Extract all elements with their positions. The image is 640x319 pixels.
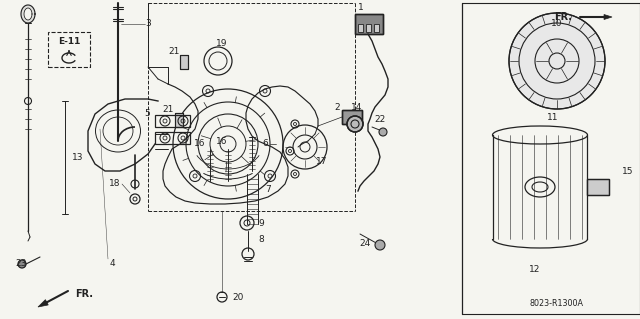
- Bar: [155, 132, 190, 144]
- Bar: [355, 14, 383, 34]
- Text: 9: 9: [258, 219, 264, 227]
- Text: 14: 14: [351, 102, 363, 112]
- Polygon shape: [604, 14, 612, 19]
- Bar: [48, 32, 90, 67]
- Bar: [587, 179, 609, 195]
- Text: 22: 22: [374, 115, 386, 123]
- Bar: [155, 115, 190, 127]
- Bar: [366, 24, 371, 32]
- Circle shape: [379, 128, 387, 136]
- Circle shape: [18, 260, 26, 268]
- Text: FR.: FR.: [75, 289, 93, 299]
- Text: 4: 4: [109, 259, 115, 269]
- Text: 16: 16: [216, 137, 228, 145]
- Bar: [374, 24, 379, 32]
- Text: 8023-R1300A: 8023-R1300A: [530, 300, 584, 308]
- Bar: [180, 55, 188, 69]
- Text: 11: 11: [547, 113, 559, 122]
- Bar: [355, 14, 383, 34]
- Text: 3: 3: [145, 19, 151, 28]
- Bar: [342, 110, 362, 124]
- Text: 8: 8: [258, 234, 264, 243]
- Text: 13: 13: [72, 152, 83, 161]
- Circle shape: [347, 116, 363, 132]
- Text: 21: 21: [163, 105, 173, 114]
- Text: FR.: FR.: [554, 12, 572, 22]
- Polygon shape: [21, 5, 35, 23]
- Text: 20: 20: [232, 293, 243, 301]
- Bar: [175, 113, 183, 127]
- Text: 16: 16: [195, 139, 205, 149]
- Text: E-11: E-11: [58, 36, 80, 46]
- Text: 7: 7: [265, 184, 271, 194]
- Text: 12: 12: [529, 264, 541, 273]
- Text: 2: 2: [334, 102, 340, 112]
- Circle shape: [509, 13, 605, 109]
- Text: 15: 15: [622, 167, 634, 176]
- Text: 5: 5: [144, 109, 150, 118]
- Text: 21: 21: [168, 47, 180, 56]
- Bar: [175, 113, 183, 127]
- Text: 10: 10: [551, 19, 563, 28]
- Bar: [180, 55, 188, 69]
- Text: 19: 19: [216, 40, 228, 48]
- Text: 23: 23: [15, 259, 26, 269]
- Polygon shape: [38, 300, 48, 307]
- Bar: [587, 179, 609, 195]
- Bar: [358, 24, 363, 32]
- Circle shape: [375, 240, 385, 250]
- Polygon shape: [24, 8, 32, 20]
- Text: 18: 18: [109, 180, 121, 189]
- Bar: [342, 110, 362, 124]
- Text: 17: 17: [316, 157, 328, 166]
- Text: 24: 24: [360, 240, 371, 249]
- Text: 6: 6: [262, 139, 268, 149]
- Text: 1: 1: [358, 3, 364, 11]
